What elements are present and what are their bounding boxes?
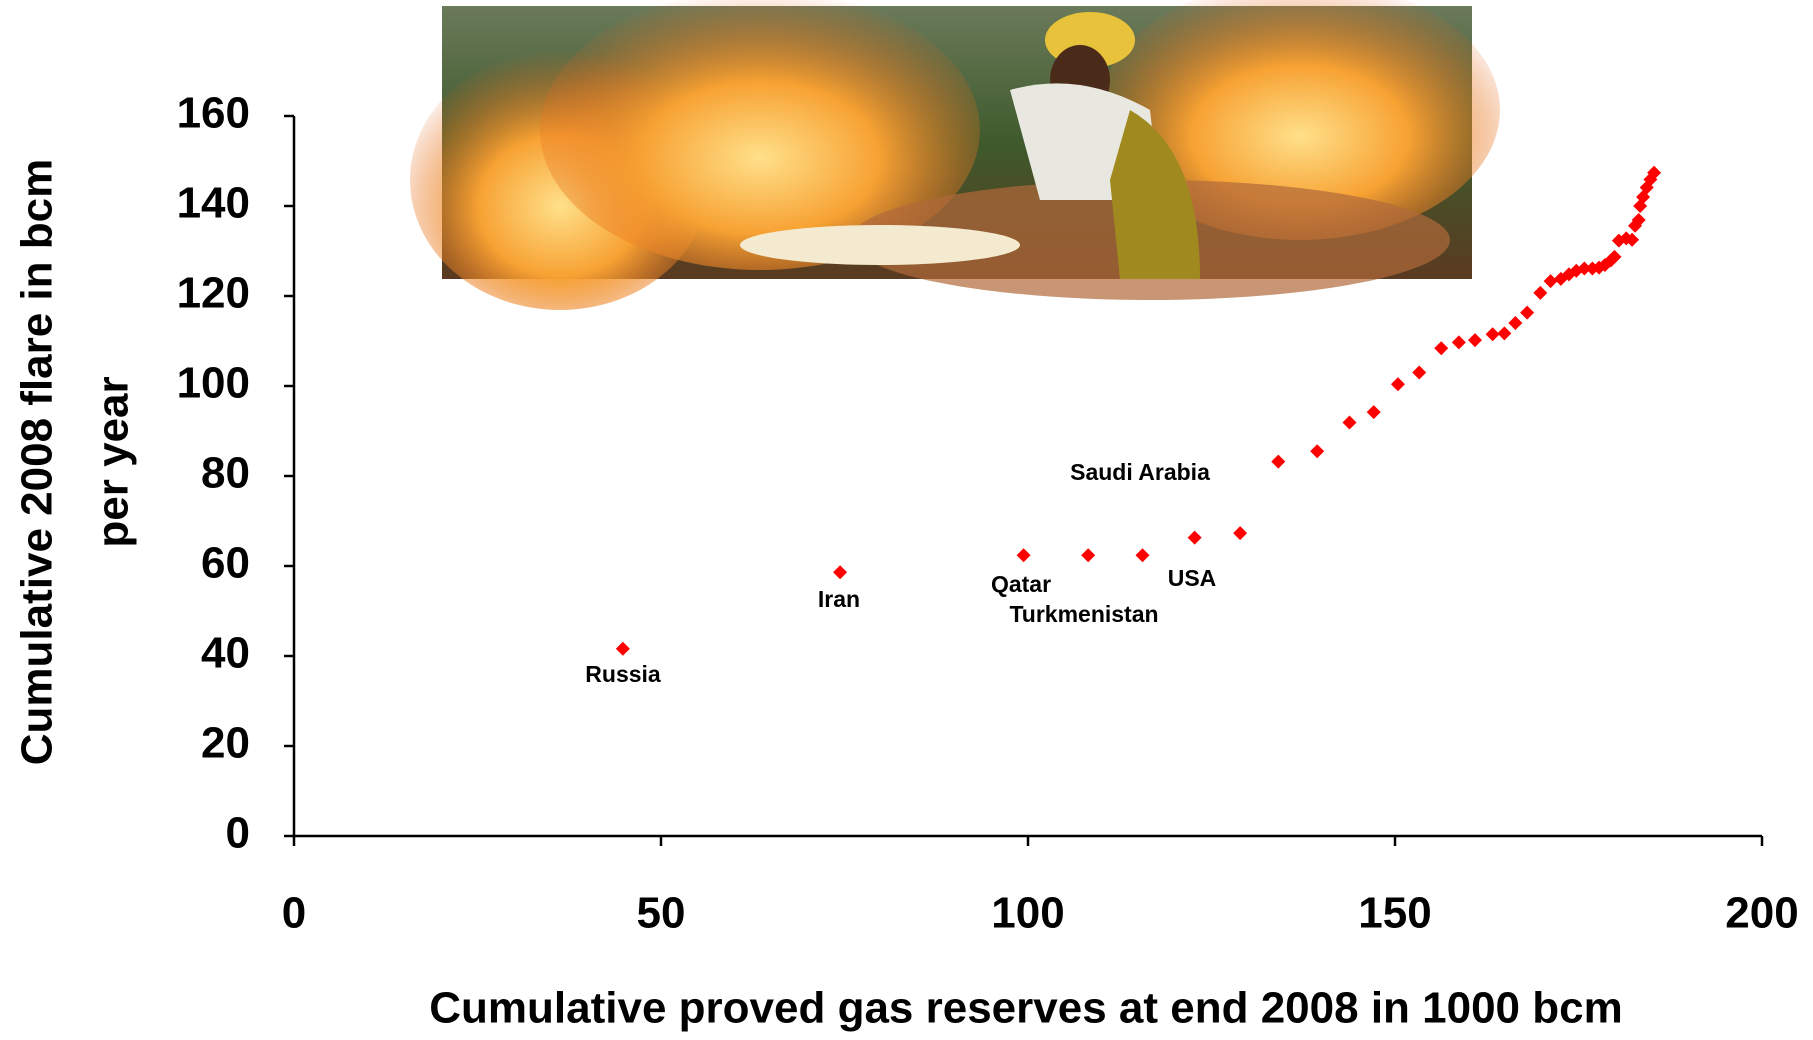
point <box>1081 548 1096 563</box>
y-axis-title: Cumulative 2008 flare in bcm <box>13 159 62 765</box>
point <box>1485 327 1500 342</box>
y-tick-label: 100 <box>177 359 250 408</box>
point <box>1412 365 1427 380</box>
y-axis-title: per year <box>89 376 138 547</box>
x-axis-title: Cumulative proved gas reserves at end 20… <box>429 984 1622 1033</box>
annotation: USA <box>1168 565 1217 591</box>
y-tick-label: 140 <box>177 179 250 228</box>
point <box>615 641 630 656</box>
point <box>1577 261 1592 276</box>
point <box>1607 249 1622 264</box>
x-tick-label: 50 <box>637 889 686 938</box>
x-tick-label: 150 <box>1358 889 1431 938</box>
y-tick-label: 120 <box>177 269 250 318</box>
point <box>1543 274 1558 289</box>
point <box>1451 335 1466 350</box>
point <box>1187 530 1202 545</box>
photo <box>410 0 1500 310</box>
y-tick-label: 60 <box>201 539 250 588</box>
point <box>1533 285 1548 300</box>
annotation: Saudi Arabia <box>1070 459 1210 485</box>
y-tick-label: 80 <box>201 449 250 498</box>
point <box>1508 316 1523 330</box>
point <box>1434 341 1449 356</box>
point <box>833 565 848 580</box>
point <box>1233 526 1248 541</box>
point <box>1631 212 1646 227</box>
annotation: Iran <box>818 586 860 612</box>
point <box>1520 305 1535 320</box>
point <box>1016 548 1031 563</box>
point <box>1625 232 1640 247</box>
point <box>1468 333 1483 348</box>
point <box>1135 548 1150 563</box>
x-tick-label: 100 <box>991 889 1064 938</box>
x-tick-label: 200 <box>1725 889 1798 938</box>
point <box>1342 415 1357 430</box>
annotation: Qatar <box>991 571 1051 597</box>
y-tick-label: 20 <box>201 719 250 768</box>
point <box>1647 165 1662 180</box>
point <box>1271 454 1286 469</box>
point <box>1390 377 1405 392</box>
x-tick-label: 0 <box>282 889 306 938</box>
y-tick-label: 160 <box>177 89 250 138</box>
y-tick-label: 0 <box>226 809 250 858</box>
annotation: Turkmenistan <box>1009 601 1158 627</box>
point <box>1366 405 1381 420</box>
annotation: Russia <box>585 661 661 687</box>
point <box>1310 444 1325 459</box>
y-tick-label: 40 <box>201 629 250 678</box>
point <box>1497 326 1512 341</box>
